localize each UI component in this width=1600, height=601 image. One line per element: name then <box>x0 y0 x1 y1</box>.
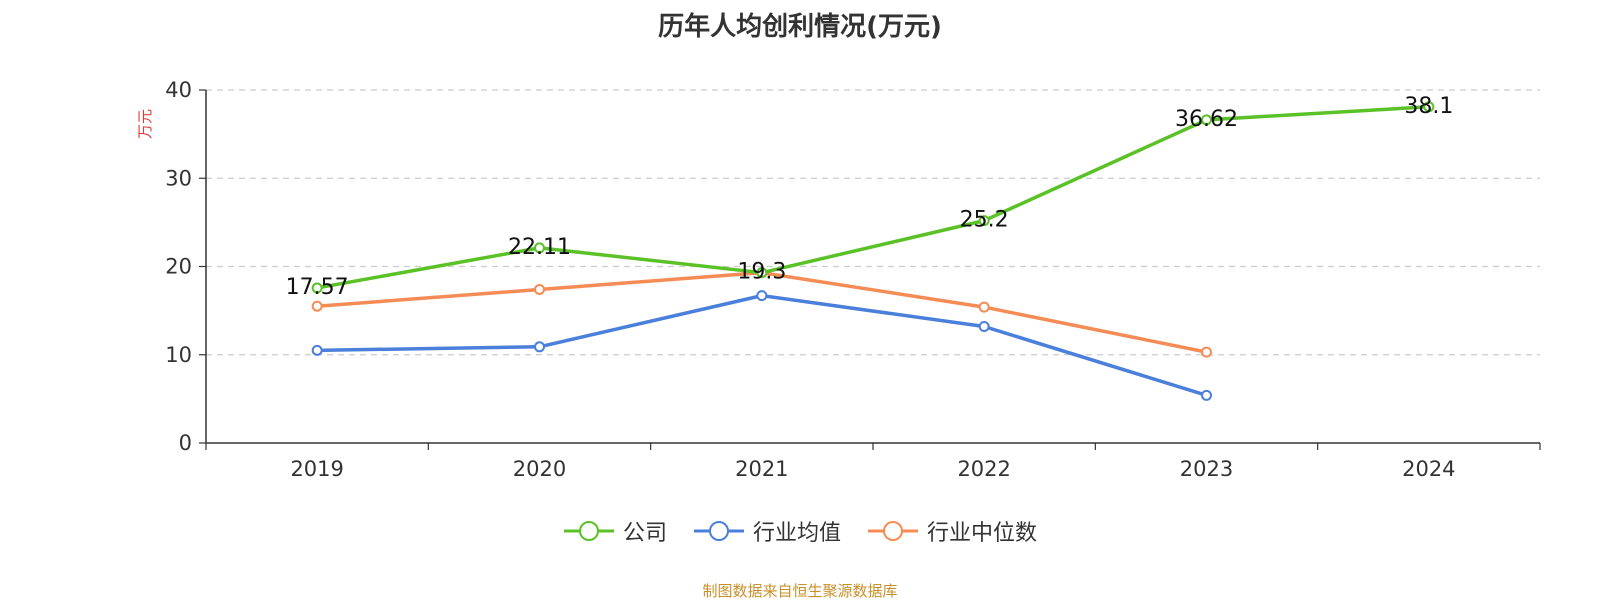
legend-swatch-icon <box>563 521 614 541</box>
data-point <box>978 321 990 333</box>
y-tick-label: 40 <box>165 78 192 102</box>
data-label: 36.62 <box>1175 107 1238 132</box>
y-tick-label: 30 <box>165 166 192 190</box>
chart-title: 历年人均创利情况(万元) <box>658 12 942 42</box>
data-label: 17.57 <box>286 275 349 300</box>
legend: 公司 行业均值 行业中位数 <box>0 515 1600 547</box>
data-point <box>756 267 768 279</box>
y-axis-label: 万元 <box>136 109 154 139</box>
legend-item[interactable]: 行业中位数 <box>867 515 1037 547</box>
y-tick-label: 0 <box>179 431 192 455</box>
data-point <box>1201 389 1212 401</box>
data-point <box>534 283 545 295</box>
data-point <box>311 300 323 312</box>
legend-label: 公司 <box>622 521 667 546</box>
data-label: 25.2 <box>960 208 1009 233</box>
legend-item[interactable]: 行业均值 <box>693 515 841 547</box>
series-line <box>317 293 1208 398</box>
legend-swatch-icon <box>693 521 744 541</box>
data-point <box>978 301 990 313</box>
data-label: 22.11 <box>508 235 571 260</box>
data-point <box>534 242 545 254</box>
data-point <box>1423 101 1435 113</box>
x-tick-label: 2023 <box>1180 457 1233 481</box>
data-label: 38.1 <box>1404 94 1453 119</box>
x-tick-label: 2020 <box>513 457 566 481</box>
series-line <box>316 105 1429 290</box>
source-note: 制图数据来自恒生聚源数据库 <box>702 582 898 600</box>
x-tick-label: 2021 <box>735 457 788 481</box>
data-point <box>756 290 768 302</box>
data-point <box>1201 346 1212 358</box>
data-labels: 17.57 22.11 19.3 25.2 36.62 38.1 <box>286 94 1454 300</box>
series-lines <box>311 101 1435 401</box>
legend-label: 行业均值 <box>752 521 841 546</box>
data-point <box>534 341 545 353</box>
data-label: 19.3 <box>737 260 786 285</box>
legend-item[interactable]: 公司 <box>563 515 667 547</box>
data-point <box>311 282 323 294</box>
y-tick-label: 20 <box>165 255 192 279</box>
legend-label: 行业中位数 <box>927 521 1038 546</box>
data-point <box>978 215 990 227</box>
x-tick-label: 2024 <box>1402 457 1455 481</box>
grid-lines <box>206 89 1540 356</box>
axes: 0 10 20 30 40 2019 2020 2021 2022 2023 2024 万元 <box>136 78 1541 481</box>
x-tick-label: 2022 <box>957 457 1010 481</box>
data-point <box>1201 114 1212 126</box>
legend-swatch-icon <box>868 521 918 541</box>
data-point <box>311 344 323 356</box>
y-tick-label: 10 <box>165 343 192 367</box>
x-tick-label: 2019 <box>290 457 343 481</box>
